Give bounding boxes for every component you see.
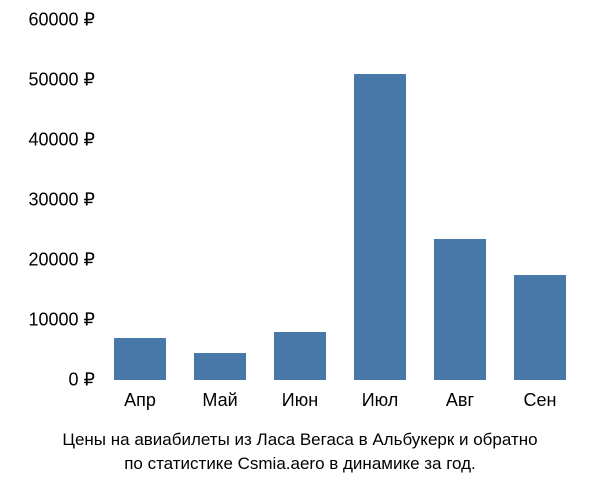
bar [114,338,166,380]
y-tick-label: 50000 ₽ [28,70,95,91]
x-axis: Апр Май Июн Июл Авг Сен [100,390,580,420]
x-tick-label: Июл [362,390,399,411]
bar [354,74,406,380]
y-tick-label: 0 ₽ [69,370,95,391]
y-tick-label: 60000 ₽ [28,10,95,31]
y-tick-label: 30000 ₽ [28,190,95,211]
bars-container [100,20,580,380]
x-tick-label: Июн [282,390,318,411]
bar [514,275,566,380]
caption-line-2: по статистике Csmia.aero в динамике за г… [8,452,592,476]
plot-area [100,20,580,380]
x-tick-label: Авг [446,390,474,411]
bar [194,353,246,380]
x-tick-label: Май [202,390,237,411]
y-tick-label: 10000 ₽ [28,310,95,331]
x-tick-label: Сен [524,390,557,411]
x-tick-label: Апр [124,390,156,411]
bar [274,332,326,380]
caption-line-1: Цены на авиабилеты из Ласа Вегаса в Альб… [8,428,592,452]
chart-caption: Цены на авиабилеты из Ласа Вегаса в Альб… [0,428,600,476]
bar [434,239,486,380]
y-tick-label: 40000 ₽ [28,130,95,151]
y-tick-label: 20000 ₽ [28,250,95,271]
price-chart: 0 ₽ 10000 ₽ 20000 ₽ 30000 ₽ 40000 ₽ 50000 ₽ 60… [0,0,600,500]
y-axis: 0 ₽10000 ₽20000 ₽30000 ₽40000 ₽50000 ₽60… [0,20,95,380]
